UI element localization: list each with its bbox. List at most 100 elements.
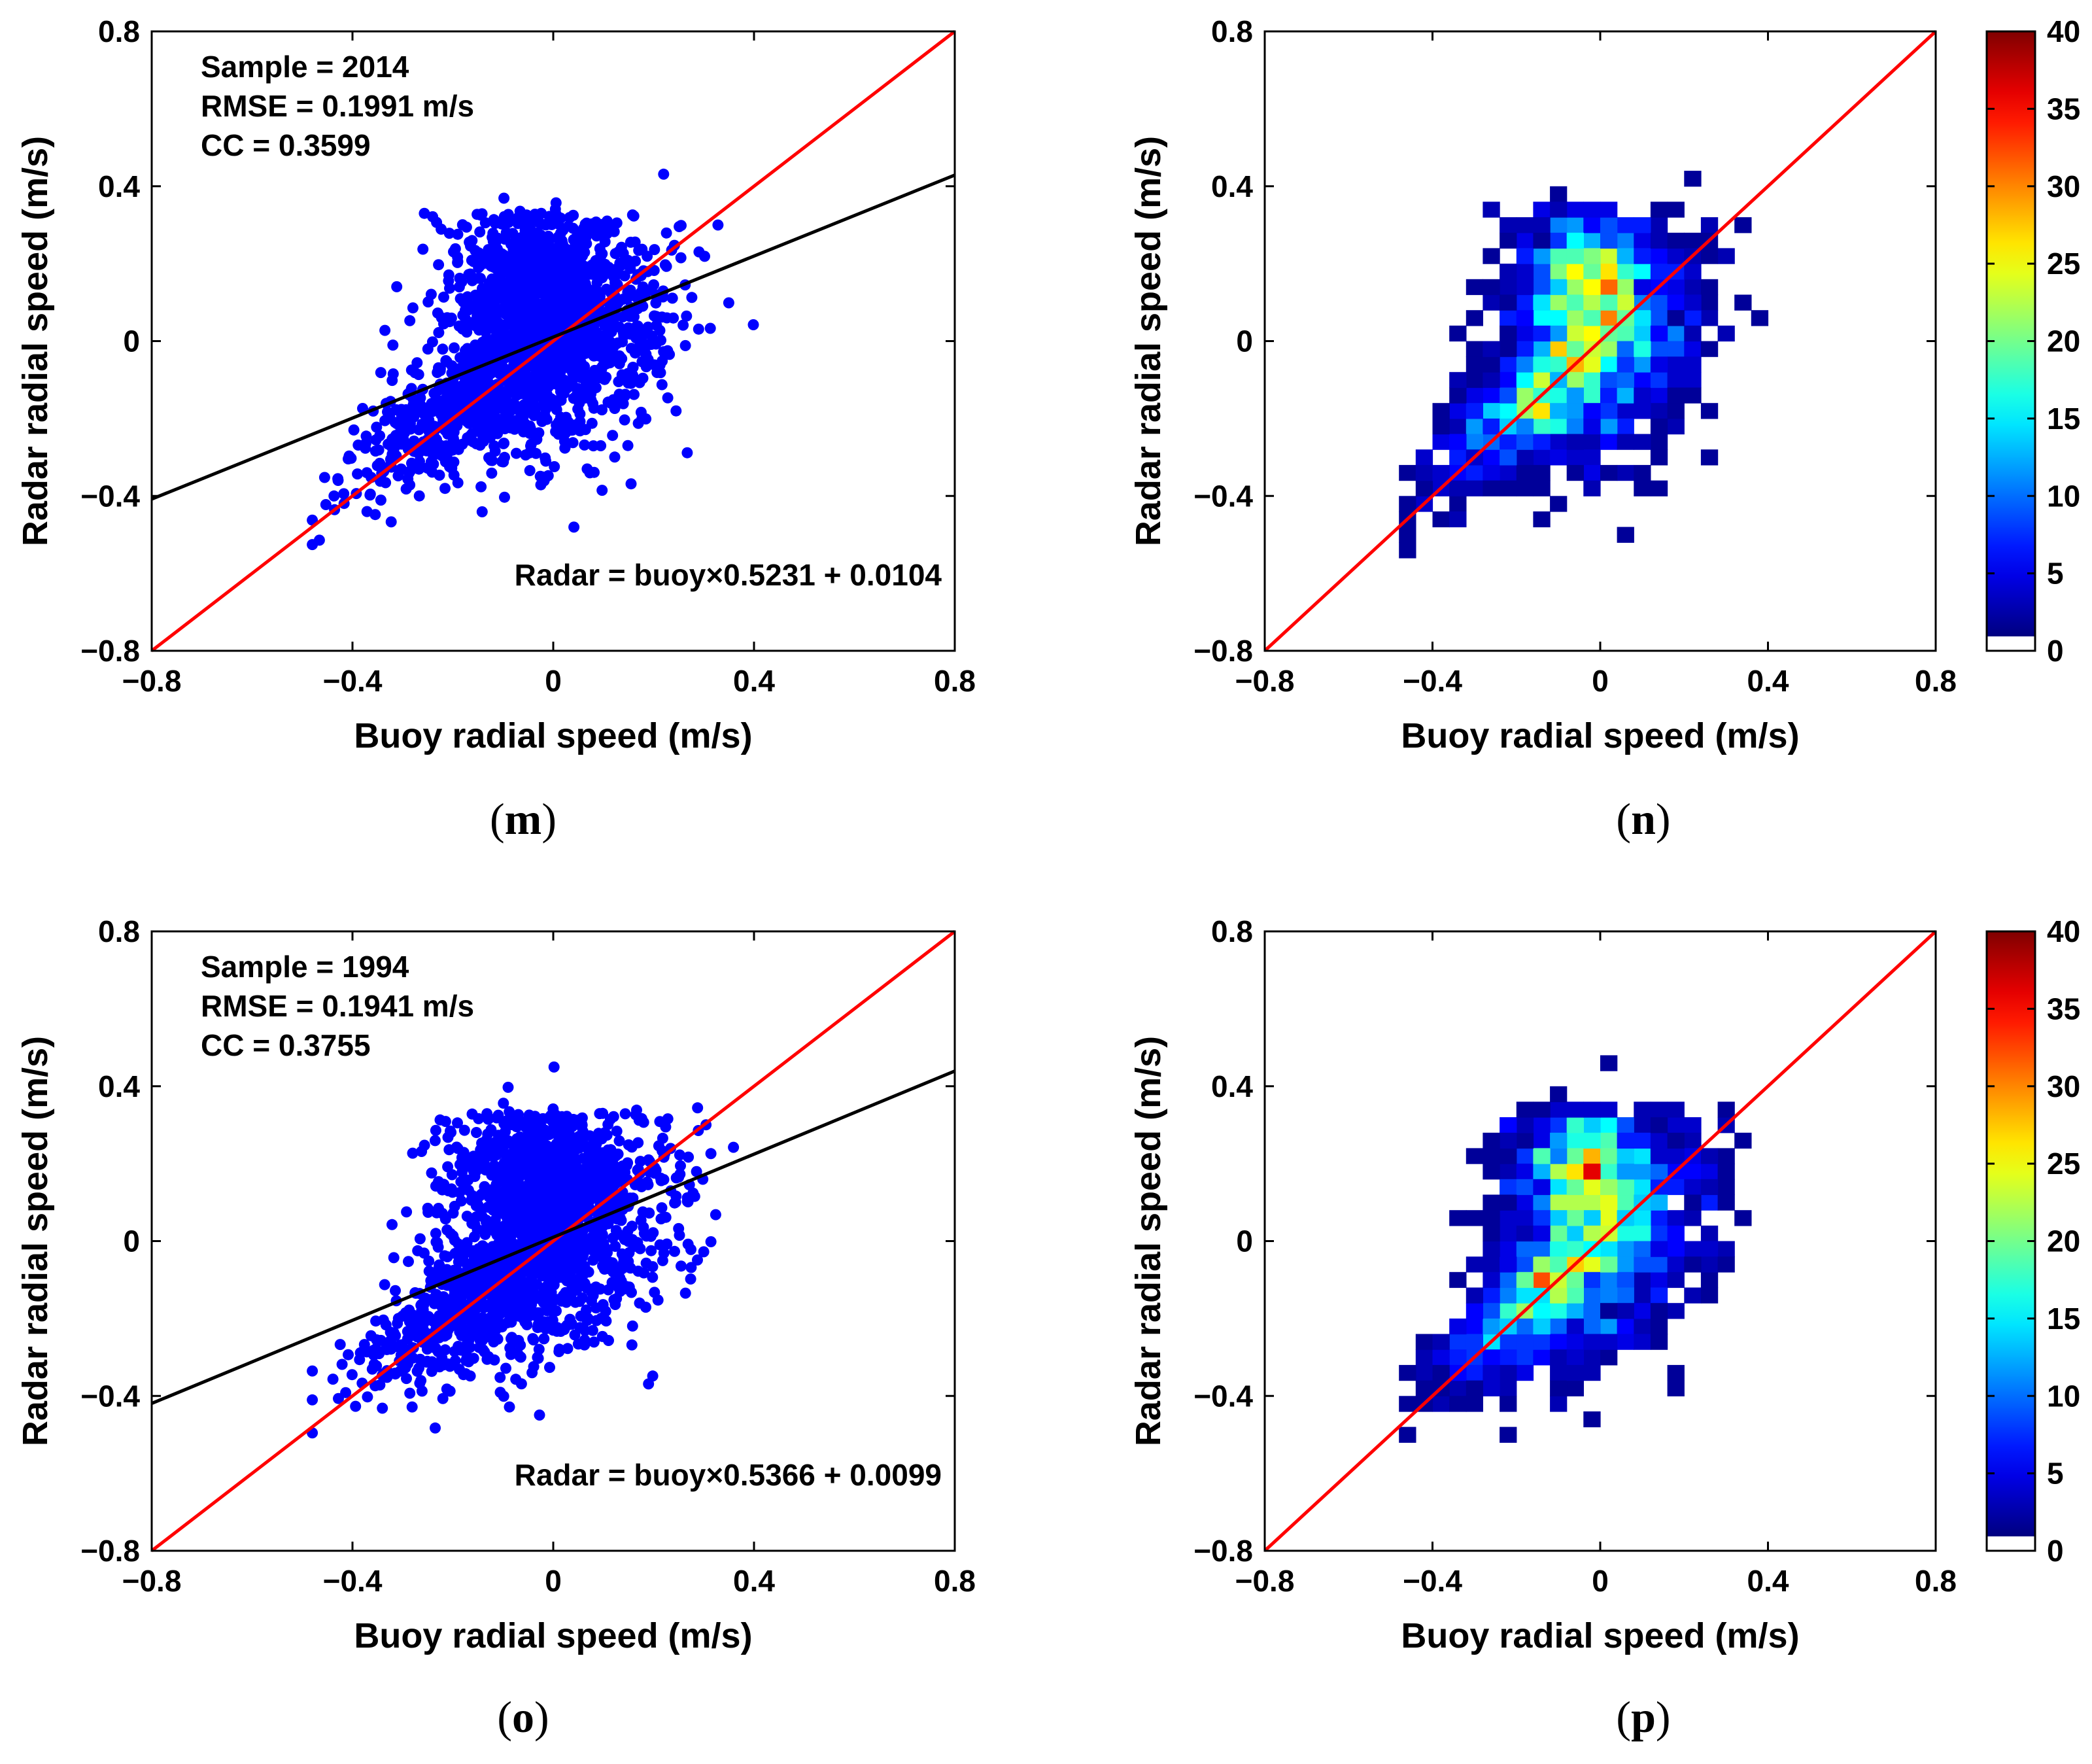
- scatter-point: [577, 1292, 588, 1304]
- scatter-point: [502, 1317, 513, 1328]
- scatter-point: [526, 1367, 538, 1379]
- scatter-point: [472, 1330, 484, 1342]
- scatter-point: [676, 1260, 687, 1272]
- scatter-point: [460, 221, 472, 233]
- heatmap-cell: [1533, 464, 1551, 481]
- heatmap-cell: [1550, 1086, 1568, 1103]
- heatmap-cell: [1650, 248, 1668, 264]
- scatter-point: [647, 1271, 659, 1283]
- scatter-point: [458, 1124, 470, 1136]
- colorbar-tick-label: 40: [2047, 914, 2080, 948]
- identity-line: [150, 930, 956, 1552]
- heatmap-cell: [1667, 1271, 1685, 1288]
- heatmap-cell: [1466, 1256, 1483, 1273]
- scatter-point: [431, 216, 443, 228]
- scatter-point: [679, 339, 691, 351]
- heatmap-cell: [1634, 1334, 1651, 1350]
- scatter-point: [587, 1324, 598, 1336]
- heatmap-cell: [1600, 1179, 1618, 1196]
- heatmap-cells: [1399, 1055, 1752, 1443]
- stats-line: RMSE = 0.1941 m/s: [201, 989, 474, 1023]
- scatter-point: [575, 1310, 587, 1322]
- scatter-point: [568, 252, 579, 264]
- scatter-point: [674, 1168, 686, 1180]
- scatter-point: [334, 1339, 346, 1351]
- heatmap-cell: [1533, 248, 1551, 264]
- heatmap-cell: [1399, 1427, 1416, 1443]
- heatmap-cell: [1583, 1334, 1601, 1350]
- heatmap-cell: [1449, 496, 1467, 512]
- heatmap-cell: [1600, 1148, 1618, 1164]
- scatter-point: [566, 1281, 578, 1292]
- heatmap-cell: [1550, 310, 1568, 326]
- scatter-point: [566, 1192, 578, 1204]
- scatter-point: [601, 215, 613, 227]
- x-tick-label: −0.4: [323, 664, 383, 698]
- scatter-point: [728, 1141, 740, 1153]
- scatter-point: [595, 440, 607, 451]
- heatmap-cell: [1600, 387, 1618, 404]
- scatter-point: [692, 1254, 703, 1266]
- heatmap-cell: [1634, 1179, 1651, 1196]
- y-axis-label: Radar radial speed (m/s): [16, 136, 55, 546]
- heatmap-cell: [1500, 1164, 1517, 1180]
- scatter-point: [483, 1113, 494, 1125]
- scatter-point: [379, 1279, 390, 1290]
- heatmap-cell: [1684, 310, 1702, 326]
- scatter-point: [630, 320, 642, 332]
- scatter-point: [705, 1148, 717, 1160]
- scatter-point: [563, 353, 575, 365]
- scatter-point: [536, 254, 548, 266]
- heatmap-cell: [1550, 201, 1568, 218]
- scatter-point: [433, 1203, 444, 1214]
- scatter-point: [685, 1273, 696, 1285]
- scatter-point: [564, 212, 575, 224]
- heatmap-cell: [1483, 279, 1500, 296]
- scatter-point: [524, 1171, 535, 1183]
- scatter-point: [581, 1234, 593, 1246]
- scatter-point: [608, 313, 620, 324]
- scatter-point: [504, 295, 516, 307]
- heatmap-cell: [1600, 1271, 1618, 1288]
- scatter-point: [508, 1174, 520, 1186]
- heatmap-cell: [1684, 387, 1702, 404]
- x-tick-label: 0.4: [1747, 664, 1789, 698]
- scatter-point: [613, 1135, 625, 1147]
- heatmap-cell: [1449, 1318, 1467, 1335]
- scatter-point: [528, 409, 540, 421]
- scatter-point: [416, 1385, 428, 1397]
- scatter-point: [406, 1401, 418, 1413]
- scatter-point: [568, 1176, 579, 1188]
- scatter-point: [354, 1354, 366, 1366]
- scatter-point: [610, 1224, 622, 1236]
- scatter-point: [685, 1243, 696, 1255]
- scatter-point: [566, 333, 577, 345]
- scatter-point: [562, 1268, 574, 1279]
- x-axis-label: Buoy radial speed (m/s): [1401, 716, 1799, 755]
- scatter-point: [595, 266, 607, 278]
- heatmap-cell: [1717, 248, 1735, 264]
- scatter-point: [505, 405, 517, 416]
- scatter-point: [455, 1195, 467, 1207]
- heatmap-cell: [1432, 418, 1450, 435]
- heatmap-cell: [1684, 171, 1702, 187]
- scatter-point: [422, 296, 434, 308]
- heatmap-cell: [1617, 1117, 1634, 1133]
- heatmap-cell: [1415, 480, 1433, 496]
- heatmap-cell: [1566, 1349, 1584, 1366]
- scatter-point: [502, 209, 514, 220]
- heatmap-cell: [1583, 1256, 1601, 1273]
- heatmap-cell: [1432, 511, 1450, 528]
- scatter-point: [346, 1369, 358, 1381]
- scatter-point: [534, 267, 545, 279]
- scatter-point: [628, 389, 640, 400]
- scatter-point: [498, 262, 510, 273]
- x-tick-label: −0.8: [122, 664, 182, 698]
- scatter-point: [445, 394, 457, 406]
- scatter-point: [547, 264, 558, 276]
- scatter-point: [510, 232, 522, 244]
- y-tick-label: 0.4: [98, 169, 140, 203]
- scatter-point: [332, 475, 344, 486]
- heatmap-cell: [1566, 1194, 1584, 1211]
